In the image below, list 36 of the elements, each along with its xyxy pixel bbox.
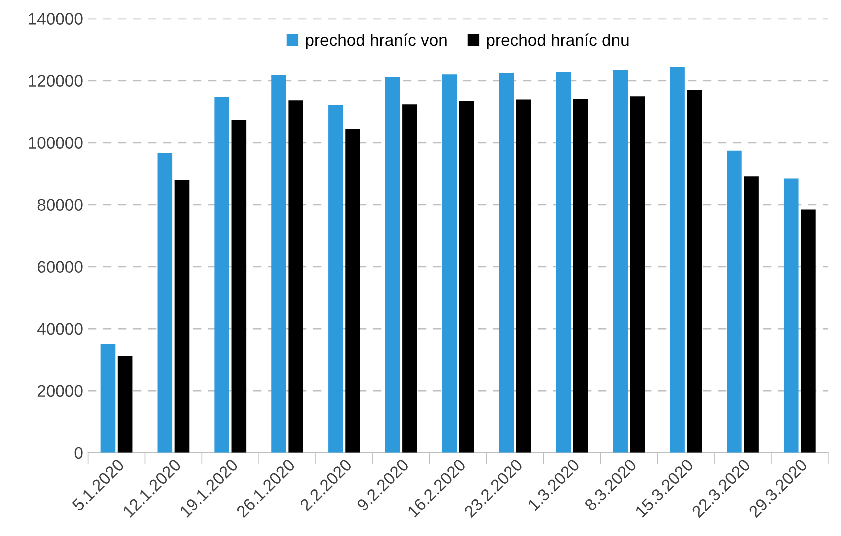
bar bbox=[288, 100, 304, 453]
legend-label: prechod hraníc dnu bbox=[487, 34, 629, 50]
bar bbox=[613, 70, 628, 453]
bar bbox=[158, 153, 173, 453]
bar bbox=[573, 99, 588, 453]
y-tick-label: 120000 bbox=[29, 75, 83, 87]
bar bbox=[687, 90, 702, 453]
bar bbox=[174, 180, 190, 453]
bar bbox=[346, 129, 360, 453]
bar bbox=[214, 98, 230, 453]
bar bbox=[442, 74, 458, 453]
bar bbox=[272, 76, 286, 453]
y-tick-label: 80000 bbox=[38, 199, 83, 212]
bar bbox=[328, 105, 344, 453]
bar bbox=[801, 210, 816, 453]
bar bbox=[459, 100, 474, 453]
bar bbox=[499, 73, 514, 453]
bar bbox=[630, 96, 646, 453]
bar bbox=[385, 77, 400, 453]
bar bbox=[784, 178, 799, 453]
y-tick-label: 140000 bbox=[29, 13, 83, 25]
y-tick-label: 60000 bbox=[38, 261, 83, 274]
y-tick-label: 0 bbox=[74, 447, 83, 460]
bar bbox=[232, 120, 247, 453]
bar bbox=[516, 100, 532, 453]
bar bbox=[670, 67, 685, 453]
bar bbox=[556, 72, 572, 453]
y-tick-label: 100000 bbox=[29, 137, 83, 150]
bar bbox=[744, 176, 759, 453]
bar bbox=[727, 150, 742, 453]
y-tick-label: 20000 bbox=[38, 385, 83, 398]
bar bbox=[100, 344, 116, 453]
y-tick-label: 40000 bbox=[37, 323, 83, 336]
bar bbox=[402, 104, 418, 453]
legend-label: prechod hraníc von bbox=[306, 34, 447, 50]
bar bbox=[118, 356, 133, 453]
